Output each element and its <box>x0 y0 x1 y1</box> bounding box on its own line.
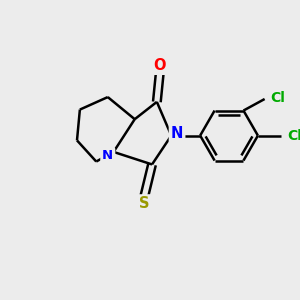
Text: O: O <box>154 58 166 73</box>
Text: N: N <box>171 126 183 141</box>
Text: S: S <box>139 196 150 211</box>
Text: N: N <box>102 149 113 162</box>
Text: Cl: Cl <box>287 129 300 142</box>
Text: Cl: Cl <box>271 91 286 105</box>
